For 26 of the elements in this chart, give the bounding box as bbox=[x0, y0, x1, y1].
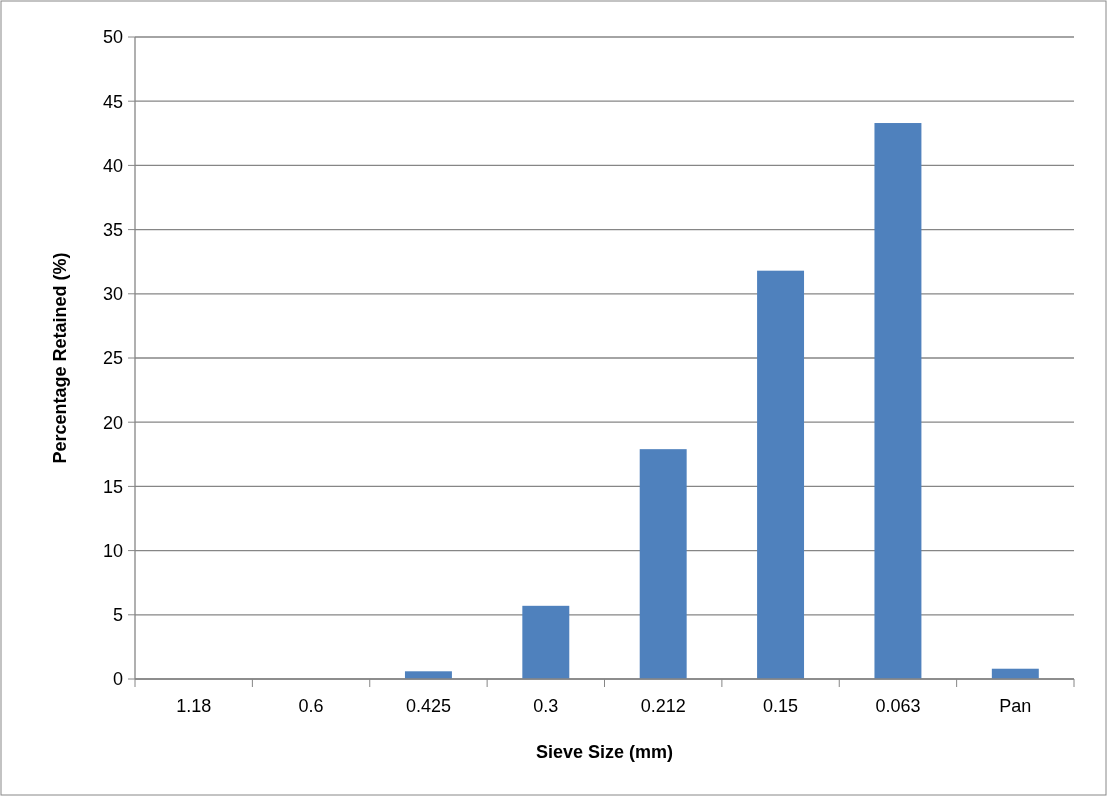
y-tick-label: 40 bbox=[102, 155, 123, 176]
bar bbox=[404, 671, 452, 679]
bar bbox=[522, 605, 570, 679]
y-tick-label: 15 bbox=[102, 476, 123, 497]
x-tick-label: Pan bbox=[999, 696, 1032, 716]
x-tick-label: 1.18 bbox=[176, 696, 212, 716]
y-tick-label: 30 bbox=[102, 284, 123, 305]
y-tick-label: 20 bbox=[102, 412, 123, 433]
bar bbox=[639, 449, 687, 679]
bar bbox=[757, 270, 805, 679]
bar bbox=[874, 123, 922, 679]
x-tick-label: 0.425 bbox=[405, 696, 451, 716]
y-tick-label: 35 bbox=[102, 219, 123, 240]
x-axis-title: Sieve Size (mm) bbox=[535, 742, 674, 762]
x-tick-label: 0.6 bbox=[298, 696, 324, 716]
y-axis-title: Percentage Retained (%) bbox=[50, 252, 70, 464]
y-tick-label: 25 bbox=[102, 348, 123, 369]
y-tick-label: 50 bbox=[102, 27, 123, 48]
x-tick-label: 0.212 bbox=[640, 696, 686, 716]
y-tick-label: 10 bbox=[102, 540, 123, 561]
x-tick-label: 0.3 bbox=[533, 696, 559, 716]
x-tick-label: 0.15 bbox=[763, 696, 799, 716]
y-tick-label: 45 bbox=[102, 91, 123, 112]
x-tick-label: 0.063 bbox=[875, 696, 921, 716]
y-tick-label: 5 bbox=[112, 605, 123, 626]
y-tick-label: 0 bbox=[112, 669, 123, 690]
